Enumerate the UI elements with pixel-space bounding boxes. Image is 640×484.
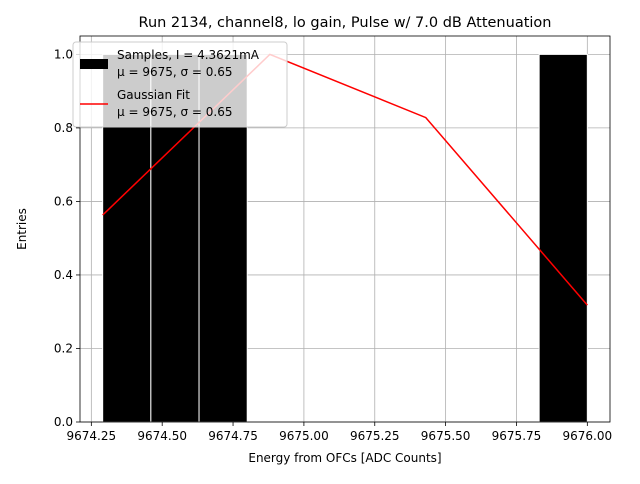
x-tick-label: 9674.75: [208, 429, 258, 443]
y-tick-label: 0.2: [54, 341, 73, 355]
x-tick-label: 9675.00: [279, 429, 329, 443]
x-tick-label: 9675.25: [350, 429, 400, 443]
x-tick-label: 9675.75: [492, 429, 542, 443]
y-axis-label: Entries: [15, 208, 29, 250]
fit-line-path: [102, 53, 588, 306]
histogram-bar: [538, 53, 588, 423]
y-tick-label: 0.6: [54, 194, 73, 208]
x-tick-label: 9675.50: [421, 429, 471, 443]
y-tick-label: 0.0: [54, 415, 73, 429]
legend-samples-stats: μ = 9675, σ = 0.65: [117, 65, 233, 79]
gaussian-fit-line: [102, 53, 588, 306]
x-tick-label: 9676.00: [563, 429, 613, 443]
legend-fit-label: Gaussian Fit: [117, 88, 190, 102]
chart-title: Run 2134, channel8, lo gain, Pulse w/ 7.…: [139, 15, 552, 31]
legend-swatch-samples: [80, 59, 108, 69]
y-tick-label: 0.4: [54, 268, 73, 282]
legend-fit-stats: μ = 9675, σ = 0.65: [117, 105, 233, 119]
plot-frame: [79, 35, 611, 423]
x-axis-ticks: 9674.25 9674.50 9674.75 9675.00 9675.25 9675.…: [67, 422, 613, 443]
y-axis-ticks: 0.0 0.2 0.4 0.6 0.8 1.0: [54, 47, 80, 429]
y-tick-label: 1.0: [54, 47, 73, 61]
legend-box: [72, 41, 288, 128]
x-tick-label: 9674.50: [137, 429, 187, 443]
y-tick-label: 0.8: [54, 121, 73, 135]
legend-samples-label: Samples, I = 4.3621mA: [117, 48, 260, 62]
x-tick-label: 9674.25: [67, 429, 117, 443]
x-axis-label: Energy from OFCs [ADC Counts]: [248, 451, 441, 465]
legend: Samples, I = 4.3621mA μ = 9675, σ = 0.65…: [72, 41, 288, 128]
